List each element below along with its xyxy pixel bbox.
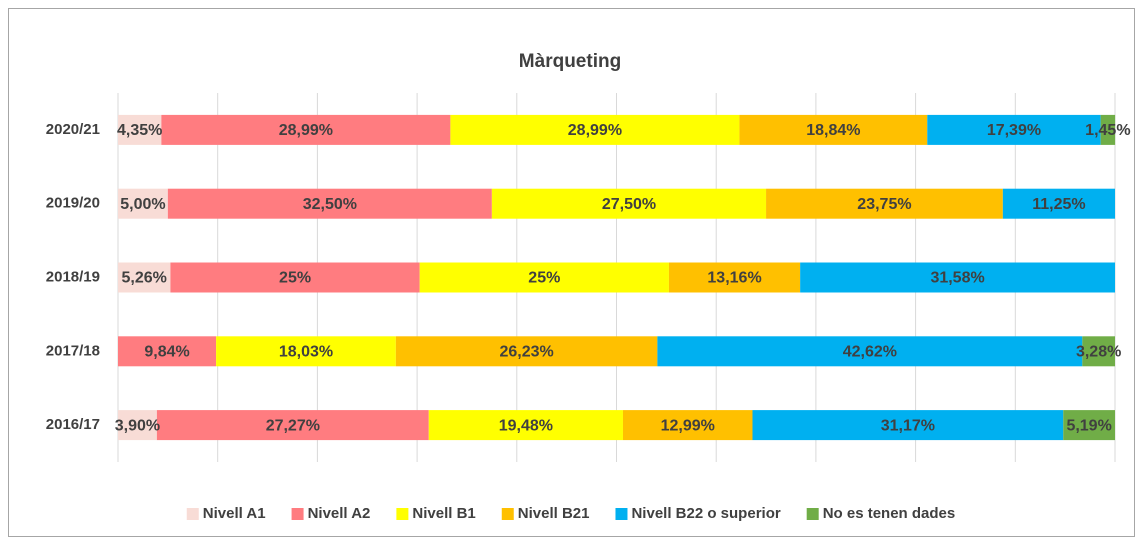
data-label: 23,75% bbox=[857, 196, 911, 213]
legend-label: Nivell B1 bbox=[412, 505, 475, 522]
legend-label: Nivell A2 bbox=[308, 505, 371, 522]
data-label: 17,39% bbox=[987, 122, 1041, 139]
bar-segment bbox=[395, 336, 658, 367]
y-tick-label: 2016/17 bbox=[46, 416, 100, 433]
bar-segment bbox=[1082, 336, 1115, 367]
data-label: 9,84% bbox=[144, 344, 189, 361]
legend-swatch bbox=[615, 508, 628, 520]
bar-segment bbox=[739, 114, 928, 145]
bar-segment bbox=[800, 262, 1115, 293]
data-label: 19,48% bbox=[499, 417, 553, 434]
bar-segment bbox=[1063, 410, 1115, 441]
data-label: 31,58% bbox=[930, 270, 984, 287]
data-label: 42,62% bbox=[843, 344, 897, 361]
data-label: 27,27% bbox=[266, 417, 320, 434]
bar-segment bbox=[657, 336, 1083, 367]
data-label: 18,03% bbox=[279, 344, 333, 361]
data-label: 1,45% bbox=[1085, 122, 1130, 139]
legend-swatch bbox=[291, 508, 304, 520]
data-label: 13,16% bbox=[707, 270, 761, 287]
data-label: 4,35% bbox=[117, 122, 162, 139]
bar-segment bbox=[118, 114, 162, 145]
bar-segment bbox=[428, 410, 623, 441]
data-label: 11,25% bbox=[1032, 196, 1085, 213]
data-label: 25% bbox=[528, 270, 560, 287]
legend: Nivell A1 Nivell A2 Nivell B1 Nivell B21 Niv… bbox=[186, 505, 956, 522]
data-label: 31,17% bbox=[881, 417, 935, 434]
bar-segment bbox=[752, 410, 1064, 441]
data-label: 18,84% bbox=[806, 122, 860, 139]
chart-title: Màrqueting bbox=[519, 51, 621, 72]
bar-segment bbox=[170, 262, 420, 293]
bar-segment bbox=[622, 410, 753, 441]
data-label: 5,00% bbox=[120, 196, 165, 213]
y-tick-label: 2020/21 bbox=[46, 121, 100, 138]
legend-swatch bbox=[186, 508, 199, 520]
bar-segment bbox=[450, 114, 740, 145]
data-label: 26,23% bbox=[499, 344, 553, 361]
legend-swatch bbox=[396, 508, 409, 520]
legend-swatch bbox=[501, 508, 514, 520]
y-tick-label: 2018/19 bbox=[46, 268, 100, 285]
data-label: 32,50% bbox=[303, 196, 357, 213]
bar-segment bbox=[118, 336, 217, 367]
legend-label: No es tenen dades bbox=[823, 505, 956, 522]
bar-segment bbox=[1100, 114, 1116, 145]
data-label: 12,99% bbox=[661, 417, 715, 434]
data-label: 28,99% bbox=[279, 122, 333, 139]
data-label: 5,19% bbox=[1066, 417, 1111, 434]
bar-segment bbox=[118, 262, 171, 293]
bar-segment bbox=[118, 188, 168, 219]
bar-segment bbox=[216, 336, 396, 367]
y-tick-label: 2017/18 bbox=[46, 342, 100, 359]
data-label: 3,90% bbox=[115, 417, 160, 434]
bar-segment bbox=[668, 262, 801, 293]
legend-label: Nivell B21 bbox=[518, 505, 590, 522]
legend-swatch bbox=[806, 508, 819, 520]
data-label: 27,50% bbox=[602, 196, 656, 213]
data-label: 25% bbox=[279, 270, 311, 287]
bar-segment bbox=[161, 114, 451, 145]
bar-segment bbox=[167, 188, 492, 219]
y-tick-label: 2019/20 bbox=[46, 195, 100, 212]
legend-label: Nivell B22 o superior bbox=[631, 505, 780, 522]
bar-segment bbox=[491, 188, 767, 219]
bar-segment bbox=[1002, 188, 1115, 219]
bar-segment bbox=[118, 410, 157, 441]
data-label: 28,99% bbox=[568, 122, 622, 139]
legend-label: Nivell A1 bbox=[203, 505, 266, 522]
bar-segment bbox=[766, 188, 1003, 219]
data-label: 3,28% bbox=[1076, 344, 1121, 361]
bar-segment bbox=[419, 262, 669, 293]
data-label: 5,26% bbox=[122, 270, 167, 287]
bar-segment bbox=[927, 114, 1101, 145]
bar-segment bbox=[156, 410, 429, 441]
